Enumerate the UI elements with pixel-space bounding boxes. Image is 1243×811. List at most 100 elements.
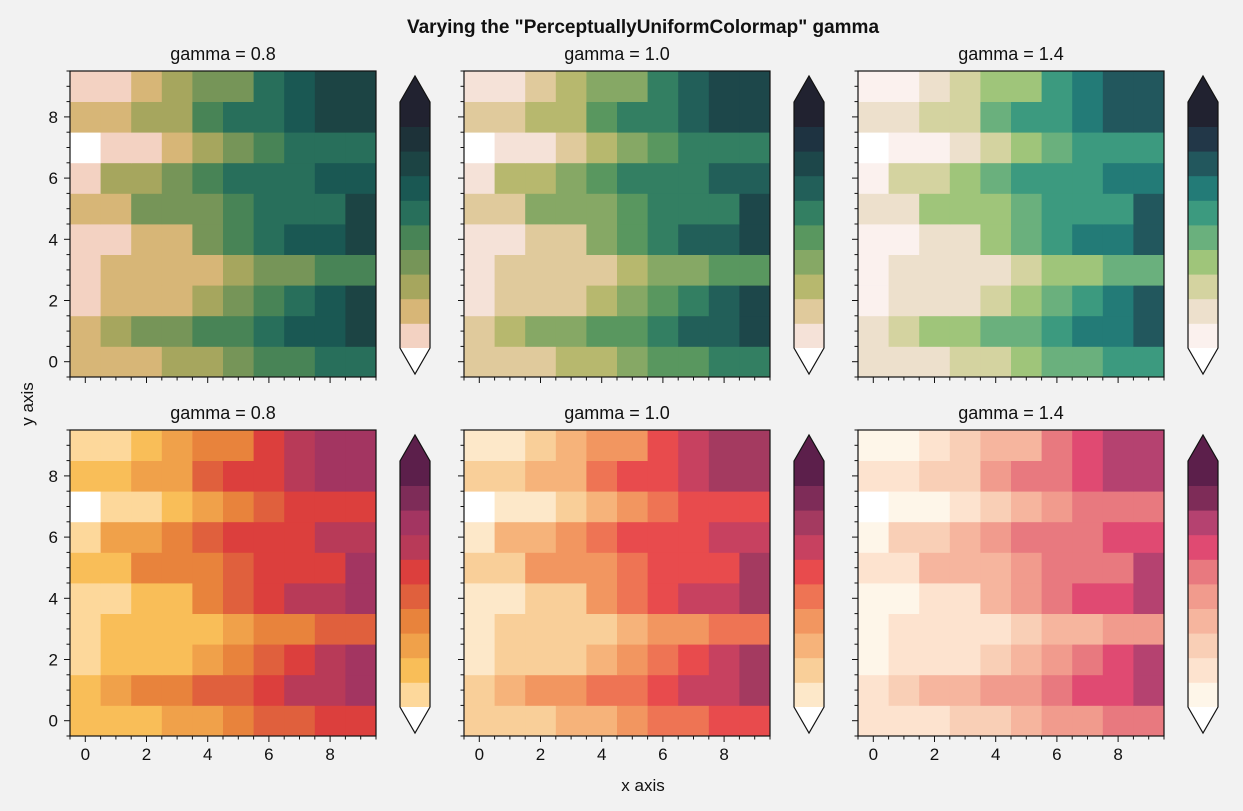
- heatmap-cell: [100, 224, 132, 255]
- heatmap-cell: [314, 71, 346, 102]
- heatmap-cell: [161, 674, 193, 706]
- heatmap-cell: [647, 71, 679, 102]
- heatmap-cell: [708, 193, 740, 225]
- heatmap-cell: [1072, 552, 1104, 584]
- heatmap-cell: [919, 254, 951, 286]
- heatmap-cell: [131, 101, 163, 133]
- heatmap-cell: [1041, 521, 1073, 553]
- heatmap-cell: [888, 460, 920, 492]
- heatmap-cell: [949, 224, 981, 255]
- heatmap-cell: [494, 552, 526, 584]
- heatmap-cell: [223, 521, 254, 553]
- heatmap-cell: [345, 254, 377, 286]
- heatmap-cell: [494, 224, 526, 255]
- heatmap-cell: [494, 101, 526, 133]
- heatmap-cell: [1133, 224, 1165, 255]
- heatmap-cell: [555, 132, 587, 164]
- colorbar-segment: [400, 485, 430, 511]
- heatmap-cell: [253, 644, 285, 676]
- heatmap-cell: [223, 224, 254, 255]
- heatmap-cell: [131, 254, 163, 286]
- colorbar-segment: [1188, 584, 1218, 609]
- heatmap-cell: [617, 315, 648, 347]
- heatmap-cell: [555, 346, 587, 378]
- heatmap-cell: [253, 101, 285, 133]
- heatmap-cell: [494, 491, 526, 523]
- heatmap-cell: [708, 101, 740, 133]
- heatmap-cell: [1041, 224, 1073, 255]
- heatmap-cell: [131, 644, 163, 676]
- colorbar-extend-max: [1188, 435, 1218, 461]
- heatmap-cell: [617, 491, 648, 523]
- heatmap-cell: [223, 101, 254, 133]
- heatmap-cell: [1011, 254, 1042, 286]
- heatmap-cell: [464, 552, 495, 584]
- heatmap-cell: [1102, 193, 1134, 225]
- heatmap-cell: [739, 285, 771, 317]
- heatmap-cell: [647, 705, 679, 737]
- heatmap-cell: [314, 162, 346, 194]
- heatmap-cell: [525, 193, 557, 225]
- heatmap-cell: [192, 132, 224, 164]
- heatmap-cell: [888, 705, 920, 737]
- colorbar-segment: [794, 175, 824, 201]
- heatmap-cell: [1072, 644, 1104, 676]
- heatmap-cell: [708, 254, 740, 286]
- colorbar-segment: [400, 657, 430, 683]
- heatmap-cell: [708, 162, 740, 194]
- heatmap-cell: [525, 583, 557, 614]
- heatmap-cell: [647, 315, 679, 347]
- heatmap-cell: [100, 460, 132, 492]
- heatmap-cell: [525, 285, 557, 317]
- heatmap-cell: [223, 644, 254, 676]
- heatmap-cell: [919, 552, 951, 584]
- colorbar-segment: [400, 608, 430, 634]
- heatmap-cell: [739, 521, 771, 553]
- heatmap-cell: [223, 346, 254, 378]
- heatmap-cell: [70, 224, 101, 255]
- colorbar: [399, 433, 431, 735]
- heatmap-cell: [525, 224, 557, 255]
- heatmap-cell: [1133, 132, 1165, 164]
- heatmap-cell: [617, 254, 648, 286]
- heatmap-cell: [525, 460, 557, 492]
- heatmap-cell: [223, 674, 254, 706]
- heatmap-cell: [647, 101, 679, 133]
- colorbar: [793, 74, 825, 376]
- colorbar-segment: [400, 102, 430, 127]
- heatmap-cell: [949, 346, 981, 378]
- x-tick-label: 0: [869, 745, 878, 764]
- heatmap-cell: [586, 613, 618, 645]
- heatmap-cell: [131, 674, 163, 706]
- heatmap-cell: [708, 583, 740, 614]
- heatmap-cell: [1011, 674, 1042, 706]
- heatmap-cell: [1102, 101, 1134, 133]
- heatmap-cell: [1041, 705, 1073, 737]
- y-tick-label: 2: [49, 651, 58, 670]
- heatmap-cell: [345, 430, 377, 461]
- heatmap-cell: [464, 315, 495, 347]
- heatmap-cell: [525, 674, 557, 706]
- heatmap-cell: [131, 132, 163, 164]
- heatmap-cell: [131, 552, 163, 584]
- heatmap-cell: [192, 460, 224, 492]
- heatmap-cell: [586, 460, 618, 492]
- heatmap-cell: [70, 254, 101, 286]
- heatmap-cell: [284, 705, 316, 737]
- subplot-5: gamma = 1.0 0 2 4 6 8: [458, 403, 825, 764]
- heatmap-cell: [858, 552, 889, 584]
- heatmap-cell: [314, 521, 346, 553]
- heatmap-cell: [525, 491, 557, 523]
- colorbar-segment: [400, 175, 430, 201]
- heatmap-cell: [161, 521, 193, 553]
- heatmap-cell: [284, 491, 316, 523]
- heatmap-cell: [617, 193, 648, 225]
- heatmap-cell: [345, 346, 377, 378]
- heatmap-cell: [888, 162, 920, 194]
- x-tick-label: 6: [264, 745, 273, 764]
- heatmap-cell: [314, 315, 346, 347]
- x-tick-label: 0: [475, 745, 484, 764]
- heatmap-cell: [586, 71, 618, 102]
- heatmap-cell: [919, 705, 951, 737]
- heatmap-cell: [1102, 71, 1134, 102]
